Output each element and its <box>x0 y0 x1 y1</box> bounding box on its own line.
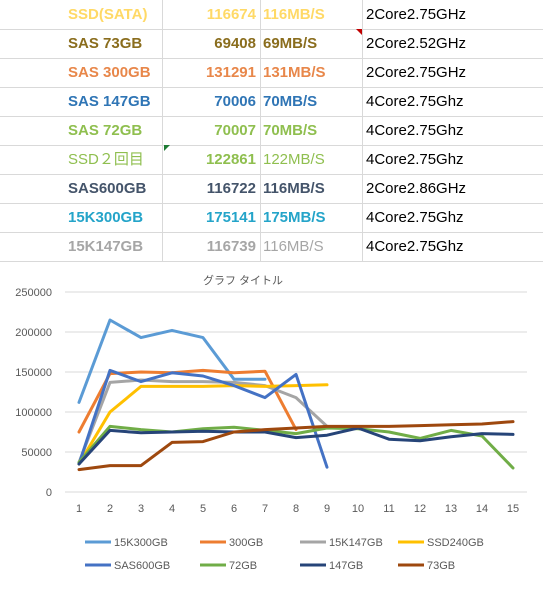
table-row: SAS 72GB 70007 70MB/S 4Core2.75Ghz <box>0 116 543 146</box>
table-row: SAS 73GB 69408 69MB/S 2Core2.52GHz <box>0 29 543 59</box>
cell-speed[interactable]: 69MB/S <box>261 29 363 58</box>
cell-value[interactable]: 70007 <box>163 116 261 145</box>
cell-value[interactable]: 70006 <box>163 87 261 116</box>
cell-cpu[interactable]: 2Core2.75GHz <box>366 64 467 81</box>
series-line-sas600gb <box>77 368 329 469</box>
cell-speed[interactable]: 70MB/S <box>261 87 363 116</box>
cell-value[interactable]: 122861 <box>163 145 261 174</box>
x-tick-label: 6 <box>231 503 237 515</box>
x-tick-label: 10 <box>352 503 364 515</box>
legend-label: 147GB <box>329 560 363 572</box>
cell-cpu[interactable]: 4Core2.75Ghz <box>366 209 464 226</box>
cell-value[interactable]: 116674 <box>163 0 261 29</box>
legend-label: SAS600GB <box>114 560 170 572</box>
y-tick-label: 200000 <box>15 327 52 339</box>
table-row: 15K147GB 116739 116MB/S 4Core2.75Ghz <box>0 232 543 262</box>
table-row: SAS 300GB 131291 131MB/S 2Core2.75GHz <box>0 58 543 88</box>
error-indicator <box>164 145 170 151</box>
cell-speed[interactable]: 70MB/S <box>261 116 363 145</box>
series-line-73gb <box>77 420 515 472</box>
legend-label: 72GB <box>229 560 257 572</box>
cell-drive-name[interactable]: SAS600GB <box>0 174 163 203</box>
y-tick-label: 250000 <box>15 287 52 299</box>
cell-speed[interactable]: 122MB/S <box>261 145 363 174</box>
cell-cpu[interactable]: 4Core2.75Ghz <box>366 122 464 139</box>
cell-drive-name[interactable]: SSD２回目 <box>0 145 163 174</box>
cell-value[interactable]: 175141 <box>163 203 261 232</box>
x-tick-label: 2 <box>107 503 113 515</box>
table-row: 15K300GB 175141 175MB/S 4Core2.75Ghz <box>0 203 543 233</box>
cell-value[interactable]: 131291 <box>163 58 261 87</box>
y-tick-label: 50000 <box>21 447 52 459</box>
x-tick-label: 15 <box>507 503 519 515</box>
series-line-ssd240gb <box>77 383 329 466</box>
cell-drive-name[interactable]: SAS 72GB <box>0 116 163 145</box>
series-line-72gb <box>77 424 515 470</box>
cell-speed[interactable]: 116MB/S <box>261 174 363 203</box>
cell-speed[interactable]: 116MB/S <box>261 0 363 29</box>
x-tick-label: 3 <box>138 503 144 515</box>
chart-area[interactable]: グラフ タイトル 0 50000 100000 150000 200000 250000 1 2… <box>0 261 543 585</box>
cell-speed[interactable]: 116MB/S <box>261 232 363 261</box>
x-tick-label: 7 <box>262 503 268 515</box>
x-tick-label: 11 <box>383 503 394 515</box>
cell-speed[interactable]: 131MB/S <box>261 58 363 87</box>
series-line-147gb <box>77 426 515 466</box>
cell-cpu[interactable]: 4Core2.75Ghz <box>366 238 464 255</box>
cell-drive-name[interactable]: SAS 300GB <box>0 58 163 87</box>
cell-cpu[interactable]: 4Core2.75Ghz <box>366 151 464 168</box>
x-tick-label: 13 <box>445 503 457 515</box>
cell-cpu[interactable]: 2Core2.86GHz <box>366 180 467 197</box>
cell-value[interactable]: 116722 <box>163 174 261 203</box>
y-tick-label: 0 <box>46 487 52 499</box>
table-row: SAS600GB 116722 116MB/S 2Core2.86GHz <box>0 174 543 204</box>
cell-drive-name[interactable]: 15K300GB <box>0 203 163 232</box>
table-row: SSD２回目 122861 122MB/S 4Core2.75Ghz <box>0 145 543 175</box>
cell-drive-name[interactable]: SAS 147GB <box>0 87 163 116</box>
legend-label: 300GB <box>229 537 263 549</box>
y-tick-label: 150000 <box>15 367 52 379</box>
x-tick-label: 9 <box>324 503 330 515</box>
x-tick-label: 5 <box>200 503 206 515</box>
x-tick-label: 1 <box>76 503 82 515</box>
cell-value[interactable]: 116739 <box>163 232 261 261</box>
series-line-15k300gb <box>77 318 267 404</box>
legend-label: 15K300GB <box>114 537 168 549</box>
chart-title: グラフ タイトル <box>203 273 283 287</box>
spreadsheet: SSD(SATA) 116674 116MB/S 2Core2.75GHz SAS 73… <box>0 0 543 262</box>
y-tick-label: 100000 <box>15 407 52 419</box>
cell-speed[interactable]: 175MB/S <box>261 203 363 232</box>
comment-indicator <box>356 29 362 35</box>
table-row: SAS 147GB 70006 70MB/S 4Core2.75Ghz <box>0 87 543 117</box>
cell-drive-name[interactable]: 15K147GB <box>0 232 163 261</box>
series-line-15k147gb <box>77 378 329 464</box>
x-tick-label: 12 <box>414 503 426 515</box>
cell-cpu[interactable]: 2Core2.52GHz <box>366 35 467 52</box>
cell-drive-name[interactable]: SSD(SATA) <box>0 0 163 29</box>
legend-label: 15K147GB <box>329 537 383 549</box>
legend-label: SSD240GB <box>427 537 484 549</box>
x-tick-label: 4 <box>169 503 175 515</box>
cell-drive-name[interactable]: SAS 73GB <box>0 29 163 58</box>
cell-value[interactable]: 69408 <box>163 29 261 58</box>
x-tick-label: 14 <box>476 503 488 515</box>
cell-cpu[interactable]: 2Core2.75GHz <box>366 6 467 23</box>
x-tick-label: 8 <box>293 503 299 515</box>
legend-label: 73GB <box>427 560 455 572</box>
table-row: SSD(SATA) 116674 116MB/S 2Core2.75GHz <box>0 0 543 30</box>
cell-cpu[interactable]: 4Core2.75Ghz <box>366 93 464 110</box>
